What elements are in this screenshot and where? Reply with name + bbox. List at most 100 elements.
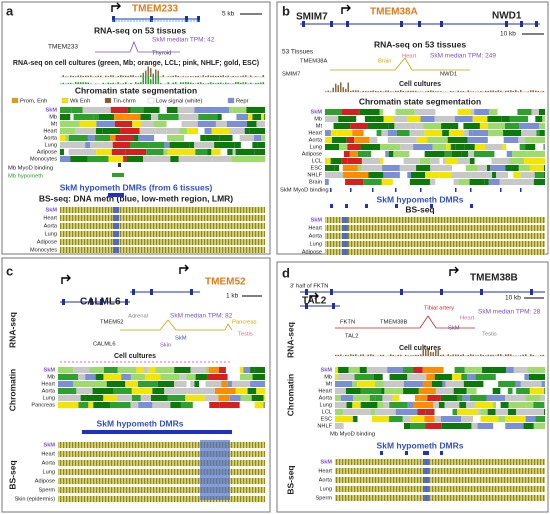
- signal-bar: [135, 82, 137, 84]
- lmr-highlight: [423, 468, 429, 474]
- chromatin-state: [392, 395, 400, 401]
- chromatin-state: [529, 388, 545, 394]
- signal-bar: [65, 76, 67, 77]
- signal-bar: [407, 90, 409, 92]
- signal-bar: [220, 82, 222, 84]
- signal-bar: [542, 90, 544, 92]
- label: 10 kb: [505, 295, 521, 302]
- signal-bar: [347, 82, 349, 92]
- chromatin-state: [115, 135, 134, 141]
- label: Monocytes: [30, 247, 57, 253]
- chromatin-state: [403, 158, 420, 164]
- chromatin-state: [445, 158, 458, 164]
- chromatin-state: [382, 165, 400, 171]
- chromatin-state: [133, 135, 139, 141]
- chromatin-state: [93, 402, 110, 408]
- signal-bar: [150, 68, 152, 77]
- chromatin-state: [335, 423, 344, 429]
- methylation-track: [58, 451, 265, 457]
- chromatin-state: [426, 374, 435, 380]
- signal-bar: [467, 355, 469, 356]
- chromatin-state: [179, 374, 183, 380]
- chromatin-state: [252, 374, 265, 380]
- chromatin-state: [463, 130, 469, 136]
- signal-bar: [340, 354, 342, 356]
- chromatin-state: [402, 416, 411, 422]
- chromatin-state: [200, 135, 206, 141]
- signal-bar: [107, 82, 109, 84]
- exon: [150, 16, 153, 22]
- signal-bar: [402, 90, 404, 92]
- signal-bar: [390, 354, 392, 356]
- signal-bar: [62, 82, 64, 84]
- label: Mt: [51, 121, 58, 127]
- signal-bar: [237, 76, 239, 77]
- signal-bar: [155, 74, 157, 84]
- signal-bar: [190, 76, 192, 77]
- chromatin-state: [463, 123, 480, 129]
- chromatin-state: [472, 116, 488, 122]
- signal-bar: [240, 82, 242, 84]
- chromatin-state: [338, 374, 355, 380]
- exon: [480, 289, 483, 295]
- signal-bar: [507, 90, 509, 92]
- chromatin-state: [227, 374, 240, 380]
- signal-bar: [70, 82, 72, 84]
- signal-bar: [495, 355, 497, 356]
- label: Cell cultures: [114, 353, 156, 360]
- chromatin-state: [121, 374, 131, 380]
- signal-bar: [262, 82, 264, 84]
- label: 10 kb: [500, 31, 516, 38]
- chromatin-state: [194, 381, 200, 387]
- chromatin-state: [89, 367, 104, 373]
- methylation-track: [325, 225, 545, 231]
- chromatin-state: [60, 128, 76, 134]
- signal-bar: [95, 76, 97, 77]
- label: Sperm: [316, 495, 333, 501]
- signal-bar: [417, 354, 419, 356]
- label: Pancreas: [31, 402, 55, 408]
- label: Aorta: [44, 135, 58, 141]
- signal-bar: [342, 87, 344, 92]
- chromatin-state: [407, 402, 414, 408]
- chromatin-state: [366, 367, 388, 373]
- signal-bar: [440, 91, 442, 92]
- chromatin-state: [350, 123, 368, 129]
- chromatin-state: [526, 409, 544, 415]
- chromatin-state: [488, 123, 505, 129]
- chromatin-state: [152, 388, 165, 394]
- signal-bar: [387, 90, 389, 92]
- chromatin-state: [539, 123, 545, 129]
- signal-bar: [227, 83, 229, 84]
- methylation-track: [60, 215, 265, 221]
- chromatin-state: [194, 142, 215, 148]
- chromatin-state: [205, 381, 222, 387]
- chromatin-state: [261, 135, 265, 141]
- signal-bar: [485, 355, 487, 356]
- chromatin-state: [504, 123, 520, 129]
- signal-bar: [175, 82, 177, 84]
- signal-bar: [530, 354, 532, 356]
- chromatin-state: [204, 128, 212, 134]
- chromatin-state: [509, 374, 525, 380]
- chromatin-state: [254, 149, 265, 155]
- methylation-track: [335, 459, 545, 465]
- chromatin-state: [139, 128, 156, 134]
- chromatin-state: [458, 123, 464, 129]
- signal-bar: [250, 82, 252, 84]
- signal-bar: [110, 75, 112, 77]
- chromatin-state: [325, 137, 332, 143]
- lmr-highlight: [342, 217, 348, 223]
- signal-bar: [497, 354, 499, 356]
- signal-bar: [435, 91, 437, 92]
- label: Testis: [238, 332, 253, 338]
- chromatin-state: [70, 142, 86, 148]
- chromatin-state: [443, 367, 455, 373]
- signal-bar: [427, 347, 429, 356]
- signal-bar: [432, 352, 434, 356]
- chromatin-state: [195, 149, 208, 155]
- exon: [125, 299, 128, 305]
- chromatin-state: [430, 165, 440, 171]
- chromatin-state: [434, 409, 453, 415]
- chromatin-state: [403, 381, 423, 387]
